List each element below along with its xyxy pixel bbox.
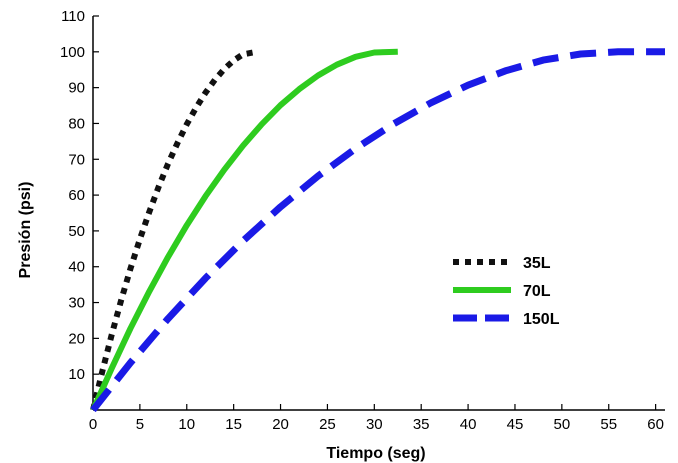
x-tick-label: 25	[319, 416, 336, 433]
y-tick-label: 90	[68, 80, 85, 97]
x-tick-label: 5	[136, 416, 144, 433]
y-tick-label: 50	[68, 223, 85, 240]
y-tick-label: 70	[68, 151, 85, 168]
x-axis-title: Tiempo (seg)	[326, 445, 425, 462]
series-line-70l	[90, 48, 398, 412]
x-tick-label: 30	[366, 416, 383, 433]
x-tick-label: 50	[554, 416, 571, 433]
y-axis-ticks: 10 20 30 40 50 60 70 80 90 100 110	[60, 8, 99, 383]
y-tick-label: 20	[68, 330, 85, 347]
x-tick-label: 15	[225, 416, 242, 433]
series-line-35l	[90, 48, 258, 411]
x-axis-ticks: 0 5 10 15 20 25 30 35 40 45 50 55 60	[89, 404, 664, 433]
legend-label-35l: 35L	[523, 255, 551, 272]
y-tick-label: 100	[60, 44, 85, 61]
x-tick-label: 0	[89, 416, 97, 433]
x-tick-label: 35	[413, 416, 430, 433]
y-tick-label: 30	[68, 295, 85, 312]
legend-label-150l: 150L	[523, 311, 560, 328]
x-tick-label: 60	[647, 416, 664, 433]
y-tick-label: 110	[61, 8, 85, 25]
x-tick-label: 10	[178, 416, 195, 433]
y-tick-label: 40	[68, 259, 85, 276]
y-tick-label: 60	[68, 187, 85, 204]
y-axis-title: Presión (psi)	[17, 182, 34, 279]
x-tick-label: 20	[272, 416, 289, 433]
axes	[92, 16, 665, 411]
legend: 35L 70L 150L	[453, 255, 560, 328]
x-tick-label: 45	[507, 416, 524, 433]
y-tick-label: 80	[68, 115, 85, 132]
series-lines	[90, 48, 665, 413]
y-tick-label: 10	[68, 366, 85, 383]
x-tick-label: 40	[460, 416, 477, 433]
series-line-150l	[90, 48, 665, 413]
legend-label-70l: 70L	[523, 283, 551, 300]
x-tick-label: 55	[600, 416, 617, 433]
